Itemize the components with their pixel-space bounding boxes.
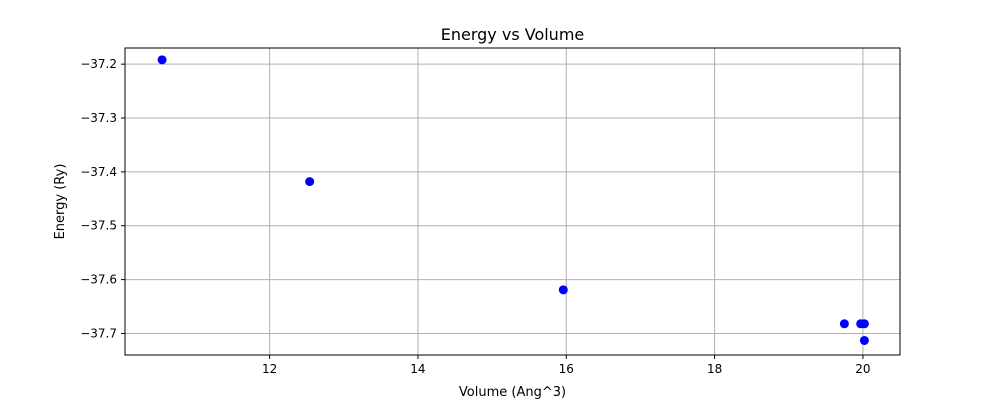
y-tick-label: −37.6 <box>80 273 117 287</box>
x-tick-label: 20 <box>855 362 870 376</box>
data-point <box>859 335 869 345</box>
y-tick-label: −37.2 <box>80 57 117 71</box>
y-tick-label: −37.5 <box>80 219 117 233</box>
data-point <box>157 55 167 65</box>
data-points <box>157 55 869 345</box>
y-tick-label: −37.4 <box>80 165 117 179</box>
plot-area-frame <box>124 47 901 356</box>
chart-title: Energy vs Volume <box>441 25 585 44</box>
x-tick-label: 16 <box>559 362 574 376</box>
grid-layer <box>125 48 900 355</box>
y-tick-label: −37.3 <box>80 111 117 125</box>
axis-ticks: 12 14 16 18 20 −37.2 −37.3 −37.4 −37.5 −37.6 −37.7 <box>80 57 870 376</box>
data-point <box>558 285 568 295</box>
y-axis-label: Energy (Ry) <box>53 164 68 240</box>
data-point <box>305 177 315 187</box>
x-tick-label: 14 <box>410 362 425 376</box>
y-tick-label: −37.7 <box>80 326 117 340</box>
data-point <box>839 319 849 329</box>
x-tick-label: 18 <box>707 362 722 376</box>
x-axis-label: Volume (Ang^3) <box>459 385 566 400</box>
x-tick-label: 12 <box>262 362 277 376</box>
data-point <box>859 319 869 329</box>
